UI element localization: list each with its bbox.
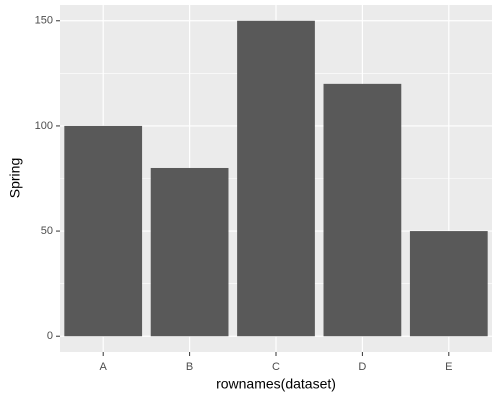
x-tick-label: D <box>358 361 366 373</box>
x-axis-title: rownames(dataset) <box>216 376 336 392</box>
x-tick-label: B <box>186 361 193 373</box>
bar <box>323 83 402 337</box>
x-tick-label: C <box>272 361 280 373</box>
x-tick-label: A <box>100 361 108 373</box>
y-tick-label: 100 <box>35 120 53 132</box>
y-tick-label: 150 <box>35 15 53 27</box>
bar <box>150 167 229 337</box>
marks <box>64 20 488 337</box>
bar <box>237 20 315 337</box>
y-tick-label: 50 <box>41 225 53 237</box>
bar <box>409 231 488 337</box>
x-tick-label: E <box>445 361 452 373</box>
bar <box>64 125 143 337</box>
y-axis-title: Spring <box>7 158 23 198</box>
y-tick-label: 0 <box>47 330 53 342</box>
